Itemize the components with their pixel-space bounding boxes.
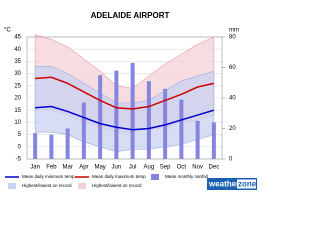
logo-text: zone <box>238 180 257 189</box>
logo-box <box>237 179 256 189</box>
x-tick-label: Nov <box>192 165 203 171</box>
logo-text: weather <box>208 180 239 189</box>
y-tick-label: -5 <box>16 157 22 163</box>
legend-label: Mean monthly rainfall <box>165 174 208 179</box>
y2-tick-label: 40 <box>229 96 236 102</box>
x-tick-label: Aug <box>144 165 155 171</box>
y-tick-label: 20 <box>14 96 21 102</box>
legend-swatch <box>78 183 86 189</box>
rain-bar <box>195 120 200 159</box>
y2-tick-label: 20 <box>229 126 236 132</box>
chart-title: ADELAIDE AIRPORT <box>91 11 170 20</box>
x-tick-label: Dec <box>209 165 220 171</box>
temp-line <box>35 76 215 110</box>
x-tick-label: Jun <box>112 165 122 171</box>
y-tick-label: 35 <box>14 59 21 65</box>
y-tick-label: 0 <box>18 144 22 150</box>
rain-bar <box>130 62 135 159</box>
rain-bar <box>146 81 151 159</box>
y-tick-label: 40 <box>14 47 21 53</box>
y2-tick-label: 80 <box>229 35 236 41</box>
rain-bar <box>163 88 168 159</box>
y-tick-label: 25 <box>14 83 21 89</box>
x-tick-label: Oct <box>177 165 187 171</box>
y-axis-label: °C <box>4 28 11 34</box>
x-tick-label: Mar <box>62 165 72 171</box>
y-tick-label: 30 <box>14 71 21 77</box>
rain-bar <box>65 128 70 159</box>
rain-bar <box>211 122 216 159</box>
legend-swatch <box>151 174 159 180</box>
x-tick-label: Jul <box>129 165 137 171</box>
legend-label: Highest/lowest on record <box>92 183 142 188</box>
x-tick-label: Sep <box>160 165 171 171</box>
plot-frame <box>26 36 223 160</box>
x-tick-label: Jan <box>30 165 40 171</box>
rain-bar <box>98 75 103 159</box>
y2-tick-label: 60 <box>229 65 236 71</box>
chart: ADELAIDE AIRPORT °C mm -5 0 5 10 15 20 25 30 35 4… <box>4 11 257 190</box>
legend-label: Mean daily maximum temp <box>92 174 146 179</box>
temp-line <box>35 105 215 131</box>
y2-tick-label: 0 <box>229 157 233 163</box>
rain-bar <box>49 134 54 159</box>
legend-swatch <box>8 183 16 189</box>
legend-label: Highest/lowest on record <box>22 183 72 188</box>
x-tick-label: Apr <box>79 165 88 171</box>
x-tick-label: Feb <box>46 165 57 171</box>
y2-axis-label: mm <box>229 28 239 34</box>
y-tick-label: 5 <box>18 132 22 138</box>
x-tick-label: May <box>94 165 105 171</box>
rain-bar <box>114 70 119 159</box>
y-tick-label: 15 <box>14 108 21 114</box>
legend-label: Mean daily minimum temp <box>22 174 75 179</box>
rain-bar <box>33 133 38 159</box>
y-tick-label: 45 <box>14 35 21 41</box>
y-tick-label: 10 <box>14 120 21 126</box>
rain-bar <box>81 102 86 159</box>
rain-bar <box>179 99 184 159</box>
